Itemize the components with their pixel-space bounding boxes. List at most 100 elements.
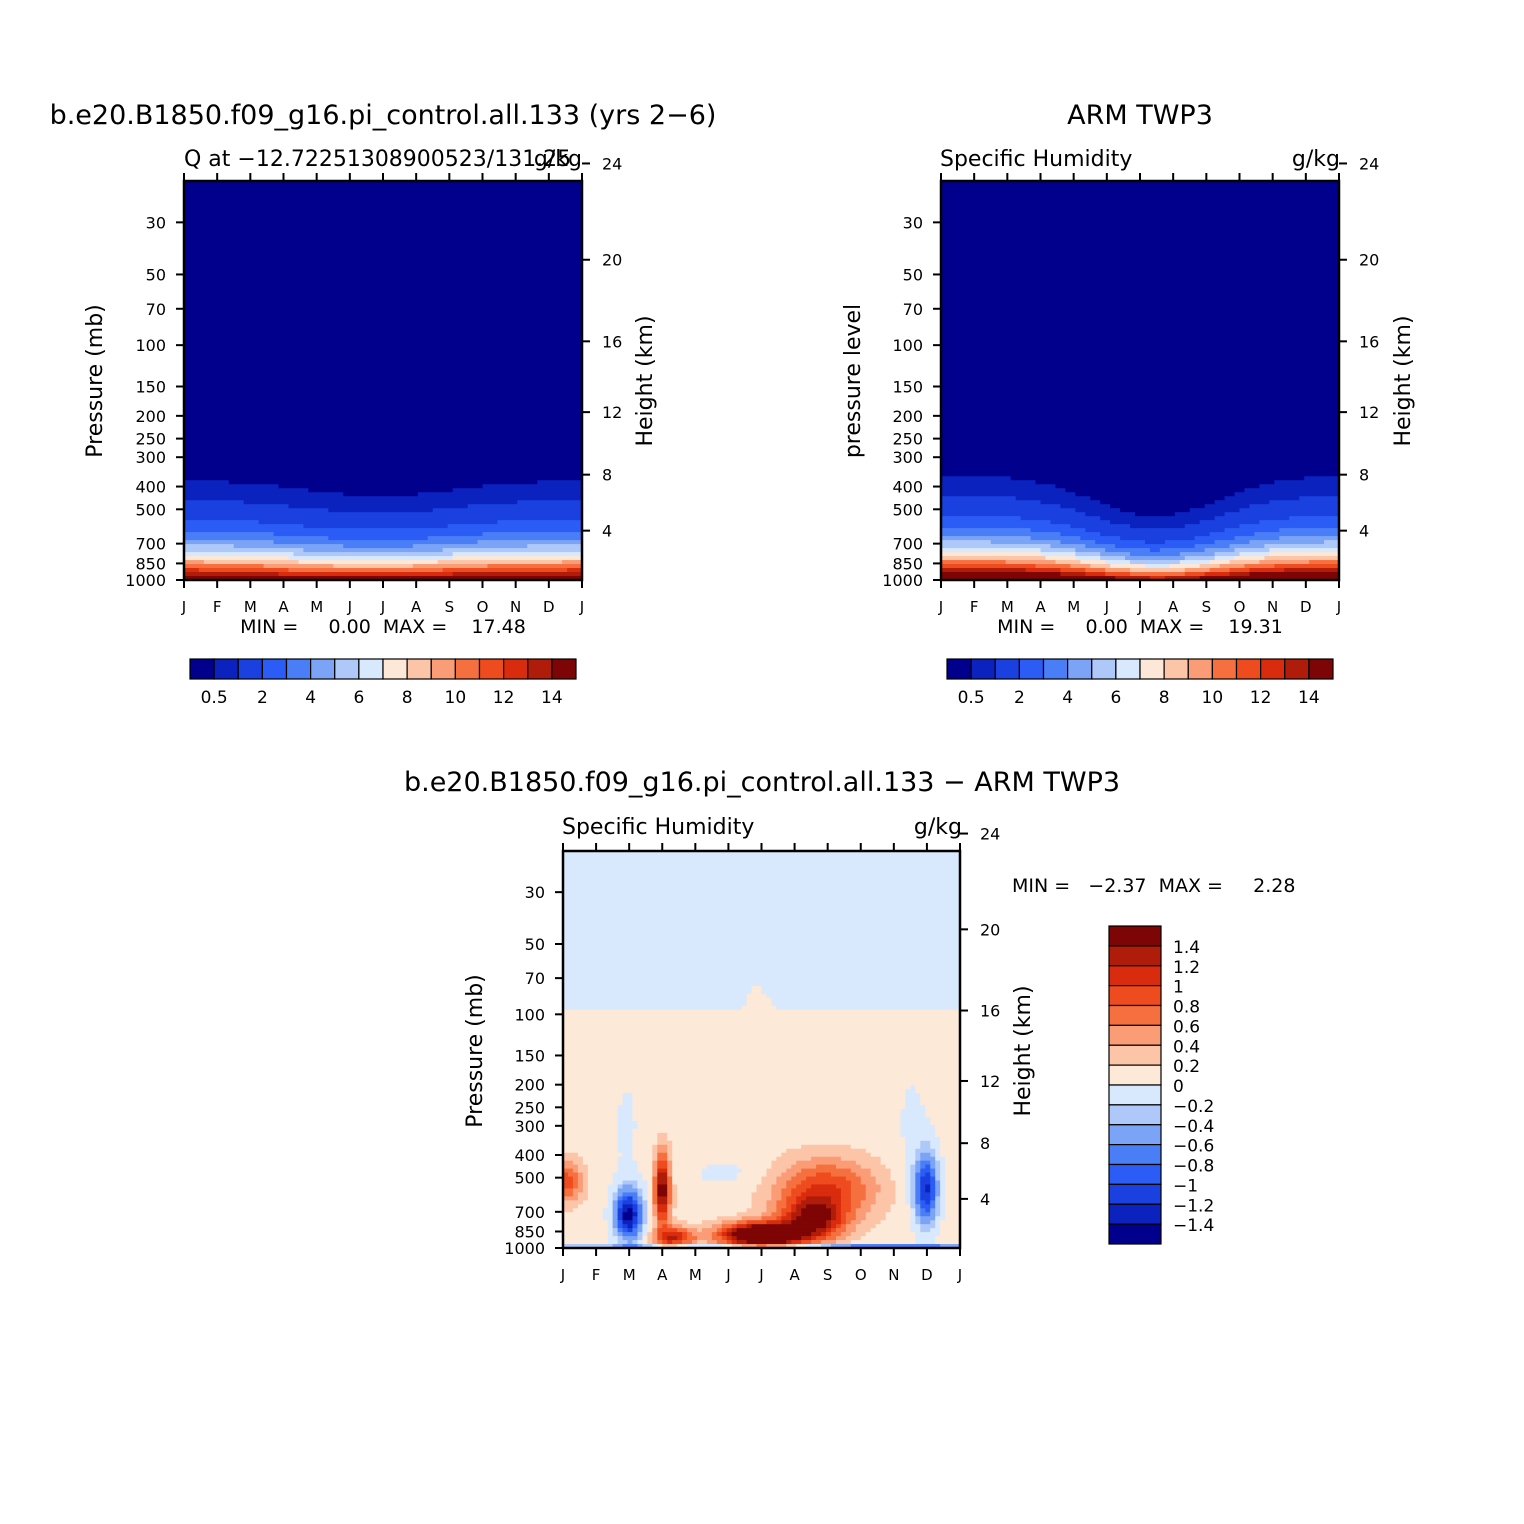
contour-cell — [941, 280, 1340, 286]
contour-cell — [627, 1228, 634, 1233]
contour-cell — [652, 1156, 658, 1162]
contour-cell — [563, 1216, 604, 1221]
contour-cell — [910, 1216, 916, 1221]
contour-cell — [184, 404, 583, 410]
contour-cell — [830, 1196, 842, 1201]
contour-cell — [587, 1168, 619, 1174]
contour-cell — [617, 1212, 624, 1217]
contour-cell — [563, 851, 961, 856]
contour-cell — [766, 1204, 777, 1209]
contour-cell — [563, 1200, 584, 1205]
contour-cell — [786, 1244, 797, 1249]
contour-cell — [945, 1192, 961, 1197]
contour-cell — [1214, 500, 1270, 505]
contour-cell — [612, 1200, 619, 1205]
contour-cell — [905, 1101, 921, 1106]
x-tick-label: M — [310, 598, 323, 616]
contour-cell — [662, 1236, 668, 1241]
contour-cell — [941, 476, 1012, 481]
contour-cell — [652, 1208, 658, 1213]
contour-cell — [811, 1184, 837, 1190]
contour-cell — [895, 1200, 907, 1205]
contour-cell — [935, 1156, 946, 1162]
contour-cell — [935, 1236, 961, 1241]
contour-cell — [563, 1180, 574, 1186]
contour-cell — [741, 1005, 777, 1011]
contour-cell — [184, 360, 583, 366]
contour-cell — [860, 1180, 877, 1186]
contour-cell — [915, 1236, 936, 1241]
contour-cell — [184, 220, 583, 226]
contour-cell — [940, 1152, 961, 1158]
contour-cell — [563, 1101, 624, 1106]
contour-cell — [930, 1220, 936, 1225]
contour-cell — [905, 1164, 911, 1170]
contour-cell — [1199, 576, 1340, 581]
contour-cell — [850, 1168, 872, 1174]
contour-cell — [1209, 568, 1231, 573]
y-right-tick-label: 16 — [980, 1002, 1000, 1021]
contour-cell — [1224, 512, 1340, 517]
contour-cell — [915, 1085, 961, 1090]
contour-cell — [184, 384, 583, 390]
contour-cell — [1264, 556, 1340, 561]
contour-cell — [1075, 508, 1121, 513]
contour-cell — [563, 1220, 609, 1225]
contour-cell — [771, 1160, 797, 1166]
contour-cell — [816, 1228, 827, 1233]
contour-cell — [637, 1160, 653, 1166]
contour-cell — [811, 1232, 822, 1237]
contour-cell — [941, 428, 1340, 433]
y-tick-label: 250 — [892, 430, 923, 449]
colorbar-box — [1108, 1163, 1162, 1185]
contour-cell — [184, 500, 245, 505]
y-tick-label: 850 — [135, 554, 166, 573]
contour-cell — [776, 1208, 782, 1213]
contour-cell — [941, 344, 1340, 350]
contour-cell — [632, 1208, 639, 1213]
colorbar-box — [454, 658, 481, 680]
contour-cell — [667, 1160, 673, 1166]
contour-cell — [826, 1220, 832, 1225]
y-tick-label: 50 — [525, 935, 545, 954]
contour-cell — [941, 336, 1340, 342]
contour-cell — [1164, 576, 1201, 581]
x-tick-label: A — [278, 598, 289, 616]
x-tick-label: J — [938, 598, 943, 616]
contour-cell — [796, 1184, 812, 1190]
y-tick-label: 500 — [892, 500, 923, 519]
contour-cell — [563, 1081, 961, 1086]
contour-cell — [617, 1128, 634, 1134]
contour-cell — [637, 1188, 643, 1194]
contour-cell — [184, 564, 265, 569]
contour-cell — [766, 1172, 782, 1178]
contour-cell — [920, 1176, 931, 1182]
contour-cell — [721, 1232, 728, 1237]
contour-cell — [1085, 528, 1226, 533]
colorbar-box — [406, 658, 432, 680]
contour-cell — [617, 1228, 624, 1233]
contour-cell — [816, 1172, 832, 1178]
contour-cell — [941, 256, 1340, 262]
contour-cell — [945, 1164, 961, 1170]
contour-cell — [632, 1132, 658, 1138]
colorbar-box — [237, 658, 263, 680]
contour-cell — [607, 1232, 614, 1237]
contour-cell — [184, 520, 260, 525]
contour-cell — [617, 1140, 634, 1146]
contour-cell — [786, 1168, 802, 1174]
contour-cell — [935, 1148, 941, 1154]
contour-cell — [652, 1160, 658, 1166]
contour-cell — [647, 1232, 653, 1237]
contour-cell — [1234, 548, 1270, 553]
contour-cell — [647, 1220, 653, 1225]
y-tick-label: 100 — [135, 336, 166, 355]
contour-cell — [1105, 572, 1131, 577]
contour-cell — [731, 1232, 812, 1237]
contour-cell — [333, 564, 414, 569]
contour-cell — [652, 1220, 658, 1225]
contour-cell — [811, 1236, 817, 1241]
contour-cell — [637, 1192, 643, 1197]
contour-cell — [647, 1200, 653, 1205]
contour-cell — [657, 1204, 668, 1209]
